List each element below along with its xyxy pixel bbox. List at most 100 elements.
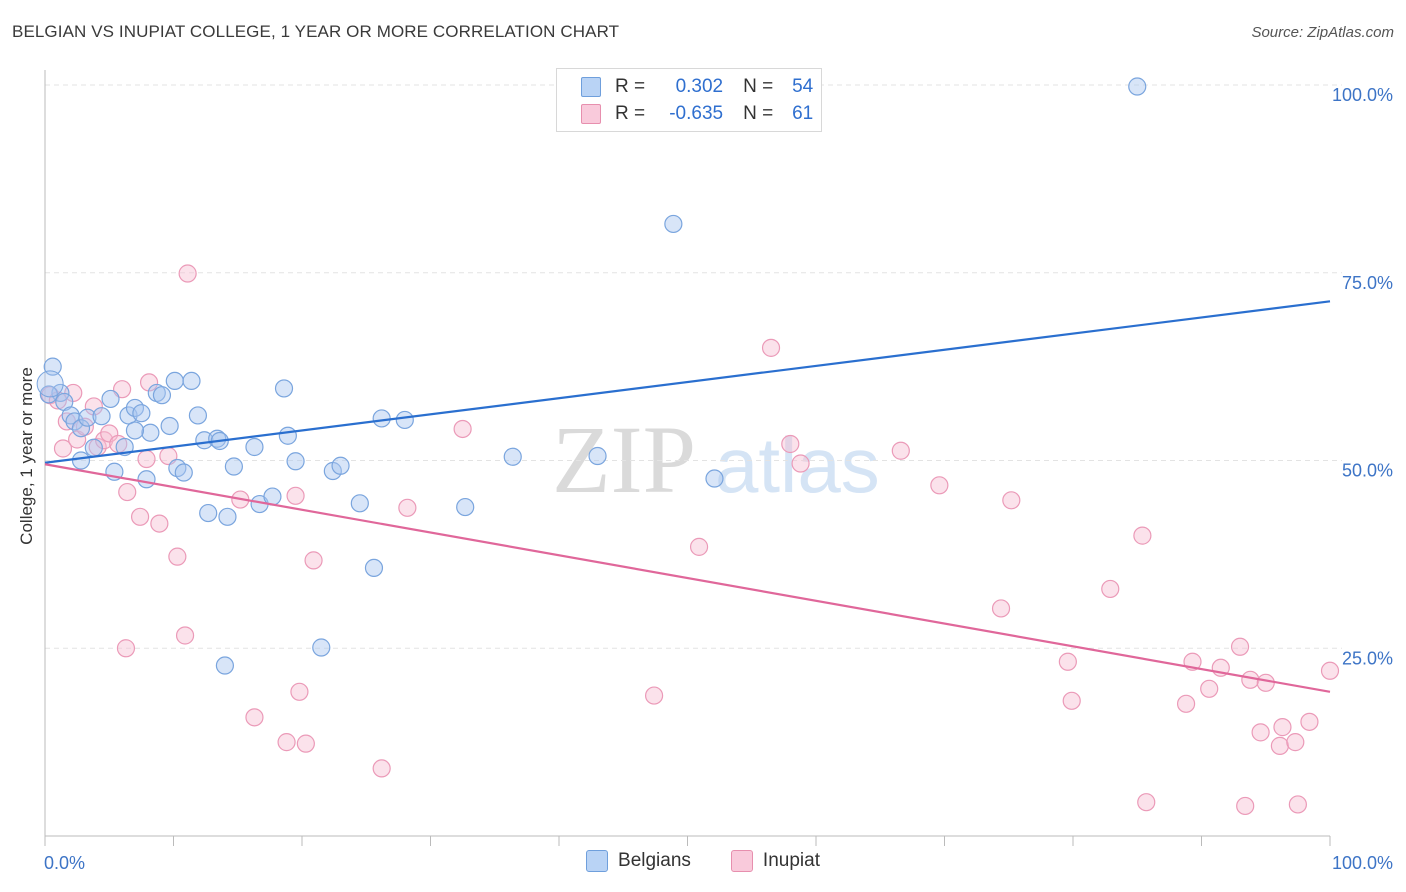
- inupiat-point: [1288, 795, 1307, 814]
- inupiat-point: [304, 551, 323, 570]
- watermark-zip: ZIP: [552, 406, 696, 513]
- inupiat-point: [1273, 718, 1292, 737]
- inupiat-point: [1251, 723, 1270, 742]
- belgians-point: [1128, 77, 1147, 96]
- belgians-point: [51, 383, 70, 403]
- watermark: ZIP atlas: [552, 406, 880, 513]
- belgians-point: [503, 447, 522, 466]
- belgians-point: [199, 503, 218, 523]
- belgians-points: [36, 77, 1147, 675]
- inupiat-point: [175, 626, 195, 645]
- belgians-point: [188, 406, 208, 425]
- inupiat-trend-line: [44, 463, 1331, 693]
- belgians-point: [78, 408, 97, 427]
- inupiat-point: [1101, 579, 1120, 599]
- gridlines: [45, 84, 1342, 649]
- inupiat-point: [178, 264, 197, 283]
- belgians-trend-line: [44, 300, 1331, 464]
- inupiat-point: [1270, 736, 1289, 755]
- inupiat-point: [118, 482, 137, 502]
- legend-r-label: R =: [615, 103, 646, 124]
- legend-n-value: 61: [792, 103, 814, 124]
- inupiat-point: [1320, 661, 1340, 680]
- trend-lines: [44, 300, 1331, 693]
- legend-n-label: N =: [743, 76, 774, 97]
- belgians-point: [125, 421, 145, 440]
- inupiat-point: [1062, 691, 1081, 710]
- legend-item-inupiat[interactable]: Inupiat: [730, 850, 820, 872]
- legend-r-value: 0.302: [675, 76, 724, 97]
- belgians-point: [84, 438, 103, 457]
- inupiat-point: [1002, 491, 1021, 510]
- inupiat-point: [130, 507, 150, 526]
- inupiat-point: [1230, 637, 1250, 656]
- belgians-point: [71, 451, 91, 470]
- belgians-point: [165, 371, 184, 391]
- legend-swatch-belgians: [581, 77, 601, 97]
- belgians-point: [372, 409, 391, 428]
- inupiat-point: [398, 498, 417, 517]
- inupiat-point: [53, 439, 73, 458]
- inupiat-point: [644, 686, 664, 705]
- belgians-point: [92, 407, 111, 426]
- belgians-point: [182, 371, 201, 391]
- inupiat-point: [1176, 694, 1196, 713]
- inupiat-point: [1058, 652, 1077, 671]
- inupiat-point: [100, 424, 119, 443]
- inupiat-swatch: [730, 850, 753, 872]
- correlation-legend: R = 0.302 N = 54 R = -0.635 N = 61: [556, 68, 822, 132]
- inupiat-point: [781, 434, 800, 454]
- inupiat-point: [84, 397, 103, 416]
- legend-row-belgians: R = 0.302 N = 54: [581, 75, 813, 99]
- belgians-point: [664, 214, 683, 234]
- belgians-point: [137, 470, 156, 489]
- belgians-point: [312, 638, 331, 657]
- y-tick-label: 100.0%: [1332, 85, 1393, 105]
- belgians-point: [278, 426, 297, 445]
- belgians-point: [215, 656, 234, 675]
- x-tick-label: 100.0%: [1332, 853, 1393, 873]
- legend-label-inupiat: Inupiat: [762, 850, 820, 871]
- belgians-point: [364, 558, 384, 578]
- belgians-point: [331, 456, 350, 475]
- inupiat-points: [41, 264, 1340, 816]
- inupiat-point: [1236, 796, 1255, 816]
- legend-n-value: 54: [792, 76, 814, 97]
- inupiat-point: [290, 682, 309, 701]
- belgians-point: [36, 370, 64, 398]
- belgians-point: [132, 404, 151, 423]
- legend-item-belgians[interactable]: Belgians: [586, 850, 691, 872]
- inupiat-point: [689, 537, 709, 556]
- y-tick-label: 50.0%: [1342, 461, 1393, 481]
- tick-labels: 25.0% 50.0% 75.0% 100.0% 0.0% 100.0%: [44, 85, 1393, 873]
- belgians-swatch: [586, 850, 609, 872]
- inupiat-point: [1256, 673, 1275, 692]
- chart-title: BELGIAN VS INUPIAT COLLEGE, 1 YEAR OR MO…: [12, 22, 620, 41]
- belgians-point: [101, 389, 120, 409]
- inupiat-point: [245, 708, 264, 727]
- belgians-point: [245, 437, 264, 457]
- inupiat-point: [296, 734, 315, 753]
- belgians-point: [395, 410, 414, 430]
- inupiat-point: [991, 599, 1011, 618]
- inupiat-point: [137, 449, 156, 469]
- inupiat-point: [1137, 793, 1156, 812]
- inupiat-point: [791, 454, 810, 473]
- inupiat-point: [453, 419, 472, 439]
- inupiat-point: [277, 733, 296, 752]
- belgians-point: [350, 494, 369, 513]
- belgians-point: [588, 446, 607, 466]
- inupiat-point: [1133, 526, 1152, 545]
- axes: [44, 70, 1331, 846]
- legend-row-inupiat: R = -0.635 N = 61: [581, 102, 813, 126]
- belgians-point: [218, 507, 237, 526]
- legend-label-belgians: Belgians: [618, 850, 691, 871]
- inupiat-point: [891, 441, 910, 460]
- legend-swatch-inupiat: [581, 104, 601, 124]
- belgians-point: [705, 469, 724, 488]
- inupiat-point: [150, 514, 169, 533]
- legend-r-value: -0.635: [669, 103, 724, 124]
- belgians-point: [286, 452, 305, 471]
- belgians-point: [141, 423, 160, 442]
